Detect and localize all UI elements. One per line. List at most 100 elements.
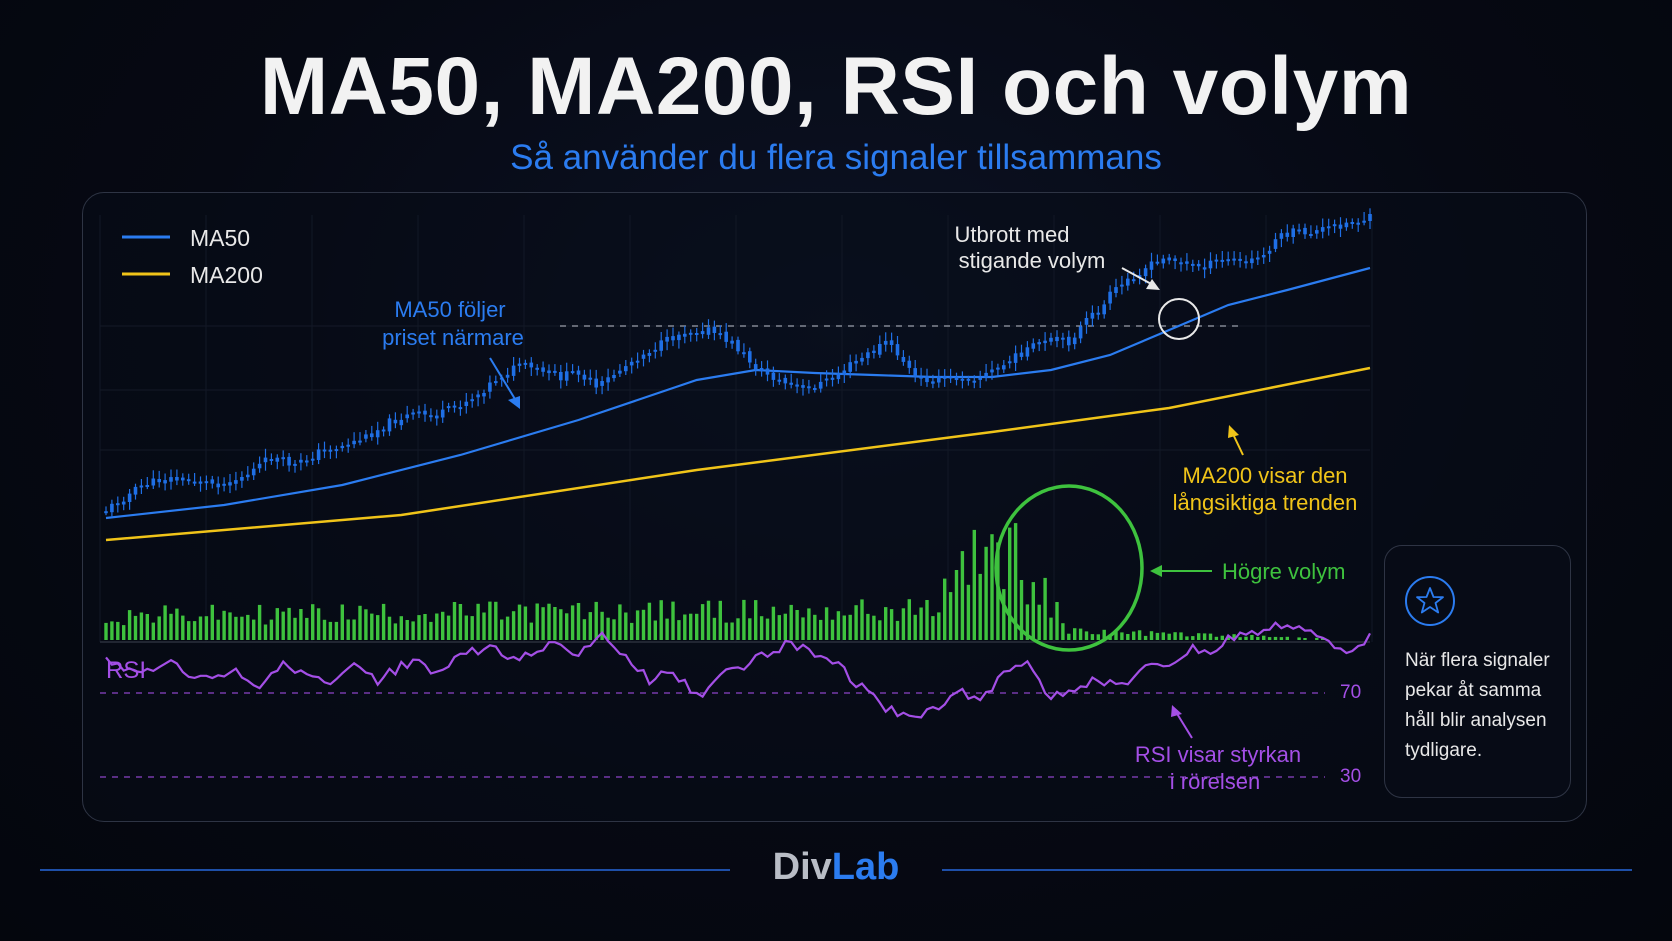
candle (476, 390, 480, 407)
volume-bar (446, 615, 451, 640)
legend-label-ma50: MA50 (190, 225, 250, 251)
volume-bar (771, 606, 776, 640)
volume-bar (1232, 634, 1236, 640)
candle (423, 403, 427, 422)
volume-bar (677, 620, 681, 640)
candle (145, 477, 150, 490)
volume-bar (990, 534, 994, 640)
annotation-rsi-line2: i rörelsen (1170, 769, 1260, 794)
annotation-ma50-line1: MA50 följer (394, 297, 505, 322)
candle (1208, 252, 1213, 274)
candle (169, 469, 173, 490)
breakout-highlight-circle (1158, 298, 1200, 340)
volume-bar (234, 616, 238, 640)
volume-bar (759, 616, 764, 640)
candle (683, 326, 687, 344)
candle (511, 357, 516, 381)
volume-bar (866, 613, 870, 640)
candle (251, 462, 256, 480)
candle (1061, 332, 1065, 349)
volume-bar (1096, 634, 1100, 640)
candle (240, 471, 244, 488)
rsi-level-label-70: 70 (1340, 682, 1361, 703)
candle (629, 357, 634, 374)
volume-bar (695, 613, 699, 640)
candle (281, 450, 285, 467)
volume-bar (334, 621, 339, 640)
volume-bar (116, 621, 120, 640)
candle (1362, 212, 1366, 226)
candle (836, 366, 841, 384)
volume-bar (960, 551, 965, 640)
candle (1191, 259, 1195, 272)
volume-bar (181, 615, 185, 640)
volume-bar (1173, 632, 1177, 640)
candle (1084, 311, 1089, 334)
volume-bar (665, 618, 669, 640)
info-card-text: När flera signaler pekar åt samma håll b… (1405, 650, 1550, 761)
volume-bar (872, 615, 876, 640)
volume-bar (364, 609, 368, 640)
candle (1285, 224, 1290, 242)
candle (446, 402, 451, 413)
annotation-breakout-line1: Utbrott med (955, 222, 1070, 247)
volume-bar (1250, 635, 1254, 640)
volume-bar (588, 612, 592, 640)
volume-bar (405, 620, 409, 640)
volume-bar (187, 621, 191, 640)
volume-bar (488, 601, 492, 640)
candle (878, 335, 882, 358)
candle (653, 342, 658, 359)
candle (824, 370, 829, 387)
candle (452, 401, 457, 413)
volume-bar (594, 601, 598, 640)
candle (346, 438, 350, 453)
candle (470, 393, 474, 408)
candle (931, 374, 935, 389)
candle (175, 469, 179, 486)
candle (523, 359, 528, 369)
candle (1102, 300, 1106, 319)
candle (818, 374, 823, 393)
volume-bar (647, 602, 652, 640)
candle (582, 369, 587, 386)
chart-panel (82, 192, 1587, 822)
volume-bar (635, 610, 640, 640)
candle (222, 477, 226, 492)
volume-bar (884, 607, 888, 640)
volume-bar (889, 609, 894, 640)
volume-bar (1167, 633, 1171, 640)
annotation-breakout-line2: stigande volym (959, 248, 1106, 273)
candle (895, 336, 900, 360)
candle (966, 375, 971, 386)
volume-bar (1143, 635, 1148, 640)
candle (387, 414, 392, 436)
volume-bar (1155, 632, 1160, 640)
volume-bar (1273, 636, 1278, 640)
volume-bar (1055, 602, 1059, 640)
volume-bar (1049, 617, 1053, 640)
annotation-ma200-line1: MA200 visar den (1182, 463, 1347, 488)
candle (765, 360, 770, 382)
candle (210, 475, 215, 489)
volume-bar (151, 622, 155, 640)
volume-bar (1002, 589, 1006, 640)
candle (381, 426, 386, 437)
volume-bar (700, 604, 705, 640)
candle (1161, 254, 1166, 269)
candle (694, 327, 699, 342)
volume-bar (393, 623, 398, 640)
candle (612, 369, 616, 382)
volume-bar (293, 617, 297, 640)
candle (1031, 338, 1036, 353)
candle (1185, 253, 1189, 271)
volume-bar (346, 619, 350, 640)
volume-bar (836, 611, 841, 640)
candle (263, 448, 268, 471)
candle (948, 368, 953, 383)
volume-bar (435, 613, 439, 640)
candle (275, 454, 280, 470)
volume-bar (878, 620, 882, 640)
volume-bar (1043, 577, 1047, 640)
